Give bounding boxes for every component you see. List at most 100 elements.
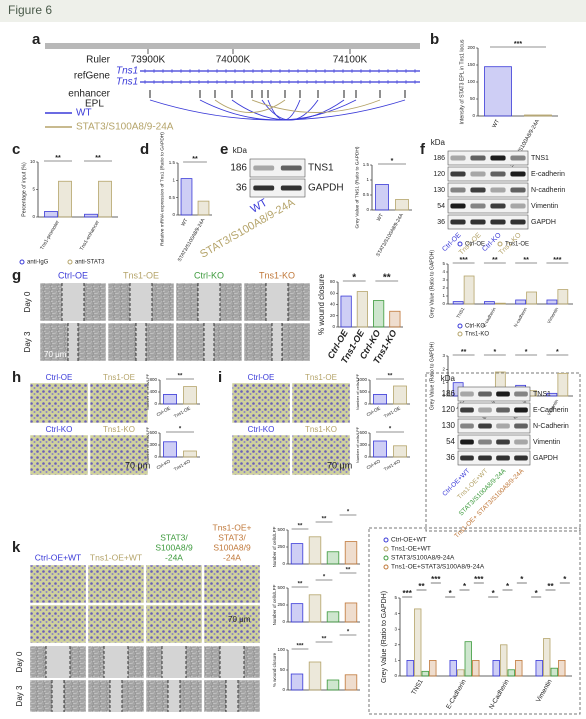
band xyxy=(514,439,528,445)
y-tick-label: 0 xyxy=(282,687,285,692)
y-tick-label: 200 xyxy=(467,45,475,50)
y-tick-label: 500 xyxy=(277,585,285,590)
band xyxy=(496,439,510,445)
y-axis-label: Number of cells/LPF xyxy=(145,426,150,463)
panel-letter: h xyxy=(12,369,21,386)
significance: * xyxy=(520,575,524,584)
band xyxy=(470,155,486,161)
wound-gap xyxy=(168,680,180,712)
bar xyxy=(180,178,193,216)
legend-marker xyxy=(67,259,73,265)
bar xyxy=(515,660,523,677)
x-tick-label: Tns1-OE xyxy=(173,406,191,419)
y-tick-label: 20 xyxy=(330,313,336,318)
band xyxy=(510,203,526,209)
y-tick-label: 1 xyxy=(394,658,397,663)
significance: * xyxy=(492,589,496,598)
y-tick-label: 4 xyxy=(442,269,445,274)
band xyxy=(514,391,528,397)
legend-marker xyxy=(19,259,25,265)
y-axis-label: Intensity of STAT3 EPL in Tns1 locus xyxy=(459,39,465,124)
track-label: Ruler xyxy=(86,55,111,66)
significance: * xyxy=(347,510,350,516)
kda-label: 120 xyxy=(433,171,445,178)
protein-label: N-cadherin xyxy=(531,187,565,194)
y-axis-label: Grey Value (Ratio to GAPDH) xyxy=(429,250,435,318)
legend-label: Tns1-OE xyxy=(505,242,529,248)
band xyxy=(490,219,506,225)
significance: ** xyxy=(346,568,351,574)
protein-label: E-Cadherin xyxy=(533,407,569,414)
significance: *** xyxy=(474,575,484,584)
bar xyxy=(429,660,437,677)
blot-strip xyxy=(447,182,529,198)
wound-gap xyxy=(62,283,84,321)
column-label: Ctrl-OE xyxy=(58,270,88,280)
micrograph xyxy=(231,382,291,424)
bar xyxy=(449,660,457,677)
protein-label: N-Cadherin xyxy=(533,423,569,430)
bar xyxy=(389,310,401,328)
kda-label: 130 xyxy=(442,421,456,430)
image-label: Ctrl-KO xyxy=(46,425,73,434)
bar xyxy=(414,608,422,677)
panel-letter: d xyxy=(140,141,149,158)
image-label: Tns1-OE xyxy=(103,373,135,382)
y-tick-label: 500 xyxy=(277,527,285,532)
protein-label: Vimentin xyxy=(533,439,560,446)
scale-bar-label: 70 μm xyxy=(228,615,251,624)
bar xyxy=(421,670,429,677)
bar xyxy=(58,180,72,218)
y-tick-label: 0 xyxy=(472,113,475,118)
y-tick-label: 0 xyxy=(366,207,369,212)
band xyxy=(470,203,486,209)
band xyxy=(478,455,492,461)
bar xyxy=(344,541,358,565)
significance: * xyxy=(179,427,182,433)
band xyxy=(450,203,466,209)
band xyxy=(490,187,506,193)
significance: * xyxy=(347,630,350,636)
x-tick-label: Tns1-enhancer xyxy=(79,219,101,251)
blot-strip xyxy=(447,198,529,214)
band xyxy=(460,391,474,397)
wound-gap xyxy=(226,680,238,712)
row-label: Day 0 xyxy=(15,651,24,672)
column-label: Tns1-OE xyxy=(123,270,159,280)
kda-label: 54 xyxy=(437,203,445,210)
bar xyxy=(308,661,322,691)
micrograph xyxy=(203,604,261,644)
x-tick-label: WT xyxy=(180,218,189,228)
protein-label: GAPDH xyxy=(308,183,344,194)
kda-label: 54 xyxy=(446,437,455,446)
loop-arc xyxy=(261,99,319,121)
image-label: Tns1-OE xyxy=(305,373,337,382)
wound-gap xyxy=(110,680,122,712)
micrograph xyxy=(29,564,87,604)
y-tick-label: 300 xyxy=(149,442,157,447)
ruler-mark: 74000K xyxy=(216,55,251,66)
micrograph xyxy=(89,382,149,424)
kda-label: 36 xyxy=(437,219,445,226)
micrograph xyxy=(145,564,203,604)
micrograph xyxy=(89,434,149,476)
significance: ** xyxy=(178,374,183,380)
y-tick-label: 150 xyxy=(467,62,475,67)
blot-strip xyxy=(457,434,531,450)
y-tick-label: 400 xyxy=(149,389,157,394)
bar xyxy=(393,385,407,405)
y-tick-label: 5 xyxy=(442,261,445,266)
x-tick-label: Ctrl-OE xyxy=(156,406,171,418)
panel-letter: f xyxy=(420,141,426,158)
significance: * xyxy=(449,589,453,598)
column-label: Tns1-KO xyxy=(259,270,295,280)
blot-strip xyxy=(447,214,529,230)
band xyxy=(450,171,466,177)
x-tick-label: Vimentin xyxy=(546,306,559,324)
band xyxy=(478,391,492,397)
bar xyxy=(406,660,414,677)
significance: * xyxy=(535,589,539,598)
y-tick-label: 600 xyxy=(149,430,157,435)
significance: * xyxy=(525,349,528,356)
bar xyxy=(492,660,500,677)
